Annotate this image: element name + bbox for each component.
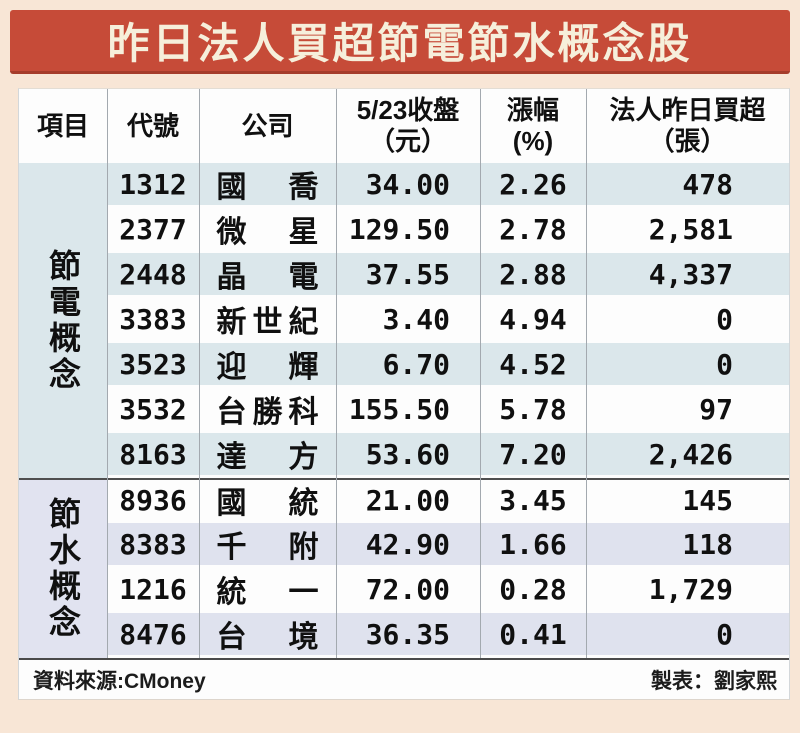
change-pct-cell: 7.20 <box>480 433 586 478</box>
stock-code-cell: 1312 <box>107 163 199 208</box>
column-separator <box>586 89 587 658</box>
column-separator <box>107 89 108 658</box>
column-separator <box>480 89 481 658</box>
stock-code-cell: 8383 <box>107 523 199 568</box>
net-buy-cell: 0 <box>586 613 789 658</box>
change-pct-cell: 4.52 <box>480 343 586 388</box>
stock-code-cell: 2448 <box>107 253 199 298</box>
close-price-cell: 3.40 <box>336 298 480 343</box>
company-name: 國喬 <box>216 171 319 204</box>
change-pct-cell: 2.26 <box>480 163 586 208</box>
stock-table: 項目 代號 公司 5/23收盤 （元） 漲幅 (%) 法人昨日買超 （張） 節電… <box>18 88 790 700</box>
header-change: 漲幅 (%) <box>480 89 586 163</box>
close-price-cell: 155.50 <box>336 388 480 433</box>
company-name: 微星 <box>216 216 319 249</box>
stock-code-cell: 8476 <box>107 613 199 658</box>
stock-code-cell: 1216 <box>107 568 199 613</box>
change-pct-cell: 2.88 <box>480 253 586 298</box>
company-name: 晶電 <box>216 261 319 294</box>
stock-code-cell: 2377 <box>107 208 199 253</box>
close-price-cell: 42.90 <box>336 523 480 568</box>
column-separator <box>336 89 337 658</box>
stock-code-cell: 8163 <box>107 433 199 478</box>
close-price-cell: 53.60 <box>336 433 480 478</box>
change-pct-cell: 1.66 <box>480 523 586 568</box>
header-close: 5/23收盤 （元） <box>336 89 480 163</box>
change-pct-cell: 3.45 <box>480 478 586 523</box>
company-cell: 台勝科 <box>199 388 336 433</box>
close-price-cell: 6.70 <box>336 343 480 388</box>
close-price-cell: 36.35 <box>336 613 480 658</box>
company-cell: 國喬 <box>199 163 336 208</box>
source-note: 資料來源:CMoney <box>33 669 206 693</box>
company-cell: 新世紀 <box>199 298 336 343</box>
title-banner: 昨日法人買超節電節水概念股 <box>10 10 790 74</box>
net-buy-cell: 0 <box>586 298 789 343</box>
close-price-cell: 129.50 <box>336 208 480 253</box>
header-change-line2: (%) <box>512 126 554 156</box>
company-cell: 微星 <box>199 208 336 253</box>
company-name: 新世紀 <box>216 306 319 339</box>
net-buy-cell: 145 <box>586 478 789 523</box>
net-buy-cell: 2,581 <box>586 208 789 253</box>
close-price-cell: 34.00 <box>336 163 480 208</box>
group-label-text: 節水概念 <box>45 497 81 641</box>
net-buy-cell: 4,337 <box>586 253 789 298</box>
net-buy-cell: 0 <box>586 343 789 388</box>
net-buy-cell: 97 <box>586 388 789 433</box>
table-footer: 資料來源:CMoney 製表：劉家熙 <box>19 658 789 699</box>
header-netbuy-line2: （張） <box>648 126 727 156</box>
group-label-text: 節電概念 <box>45 248 81 393</box>
stock-code-cell: 8936 <box>107 478 199 523</box>
company-cell: 迎輝 <box>199 343 336 388</box>
company-name: 統一 <box>216 576 319 609</box>
header-item: 項目 <box>36 110 89 141</box>
company-name: 千附 <box>216 531 319 564</box>
company-cell: 達方 <box>199 433 336 478</box>
company-cell: 國統 <box>199 478 336 523</box>
company-name: 台勝科 <box>216 396 319 429</box>
header-netbuy: 法人昨日買超 （張） <box>586 89 789 163</box>
company-cell: 晶電 <box>199 253 336 298</box>
header-close-line2: （元） <box>368 126 447 156</box>
stock-code-cell: 3383 <box>107 298 199 343</box>
header-company: 公司 <box>241 110 294 141</box>
change-pct-cell: 0.28 <box>480 568 586 613</box>
company-cell: 台境 <box>199 613 336 658</box>
header-close-line1: 5/23收盤 <box>356 95 460 126</box>
company-name: 台境 <box>216 621 319 654</box>
page-title: 昨日法人買超節電節水概念股 <box>107 20 693 67</box>
company-name: 國統 <box>216 487 319 520</box>
newspaper-infographic: 昨日法人買超節電節水概念股 項目 代號 公司 5/23收盤 （元） 漲幅 (%)… <box>0 10 800 700</box>
close-price-cell: 72.00 <box>336 568 480 613</box>
stock-code-cell: 3523 <box>107 343 199 388</box>
group-label-power-saving: 節電概念 <box>19 163 107 478</box>
table-grid: 項目 代號 公司 5/23收盤 （元） 漲幅 (%) 法人昨日買超 （張） 節電… <box>19 89 789 658</box>
change-pct-cell: 5.78 <box>480 388 586 433</box>
credit-note: 製表：劉家熙 <box>651 669 777 693</box>
header-code: 代號 <box>126 110 179 141</box>
company-cell: 統一 <box>199 568 336 613</box>
close-price-cell: 37.55 <box>336 253 480 298</box>
header-change-line1: 漲幅 <box>506 95 559 126</box>
change-pct-cell: 2.78 <box>480 208 586 253</box>
net-buy-cell: 2,426 <box>586 433 789 478</box>
stock-code-cell: 3532 <box>107 388 199 433</box>
company-name: 達方 <box>216 441 319 474</box>
group-label-water-saving: 節水概念 <box>19 478 107 658</box>
company-name: 迎輝 <box>216 351 319 384</box>
change-pct-cell: 4.94 <box>480 298 586 343</box>
close-price-cell: 21.00 <box>336 478 480 523</box>
net-buy-cell: 478 <box>586 163 789 208</box>
column-separator <box>199 89 200 658</box>
change-pct-cell: 0.41 <box>480 613 586 658</box>
header-netbuy-line1: 法人昨日買超 <box>609 95 766 126</box>
net-buy-cell: 118 <box>586 523 789 568</box>
net-buy-cell: 1,729 <box>586 568 789 613</box>
company-cell: 千附 <box>199 523 336 568</box>
